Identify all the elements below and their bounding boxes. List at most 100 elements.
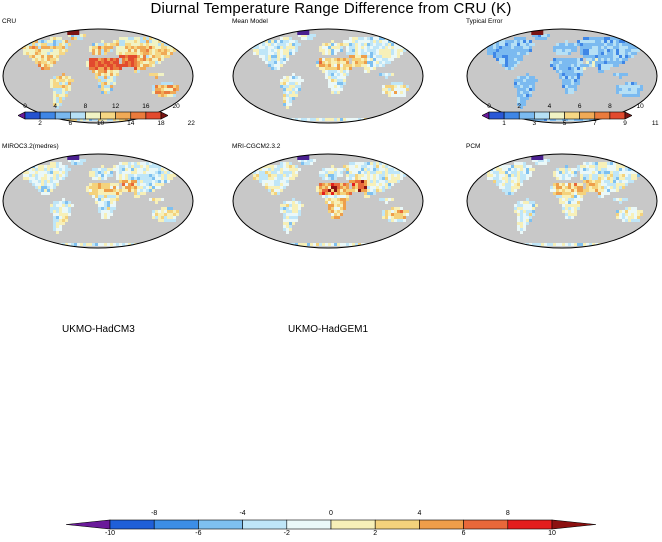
colorbar-segment (374, 519, 420, 530)
colorbar-segment (594, 111, 611, 120)
colorbar-tick-label: 2 (373, 530, 378, 537)
panel-label: Typical Error (466, 18, 503, 25)
colorbar-tick-label: 9 (623, 120, 627, 127)
colorbar-cru: 0 4 8 12 16 20 2 6 10 14 18 22 (18, 103, 195, 134)
colorbar-tick-label: 6 (461, 530, 466, 537)
colorbar-graphic (66, 519, 596, 530)
colorbar-segment (534, 111, 550, 120)
colorbar-tick-label: 0 (487, 103, 491, 110)
colorbar-segment (507, 519, 553, 530)
colorbar-tick-label: 7 (592, 120, 597, 127)
map-graphic (232, 28, 424, 124)
world-map (466, 153, 658, 249)
colorbar-tick-label: 20 (172, 103, 180, 110)
colorbar-segment (198, 519, 243, 530)
panel-label: MIROC3.2(medres) (2, 143, 59, 150)
colorbar-segment (24, 111, 41, 120)
colorbar-tick-label: 4 (417, 510, 422, 517)
colorbar-tick-label: 2 (38, 120, 42, 127)
panel-label: MRI-CGCM2.3.2 (232, 143, 281, 150)
greenland-patch (297, 154, 310, 160)
colorbar-segment (286, 519, 332, 530)
colorbar-segment (579, 111, 596, 120)
colorbar-tick-label: -2 (283, 530, 290, 537)
colorbar-segment (419, 519, 464, 530)
colorbar-tick-label: -4 (239, 510, 246, 517)
colorbar-tick-label: 12 (112, 103, 120, 110)
colorbar-tick-label: 6 (68, 120, 73, 127)
colorbar-tick-label: 0 (23, 103, 27, 110)
colorbar-segment (463, 519, 509, 530)
colorbar-max-arrow (551, 519, 596, 530)
map-outline (466, 153, 658, 249)
colorbar-tick-label: 18 (157, 120, 165, 127)
colorbar-max-arrow (624, 111, 632, 120)
colorbar-typical-error: 0 2 4 6 8 10 1 3 5 7 9 11 (482, 103, 659, 134)
colorbar-tick-label: 10 (548, 530, 556, 537)
colorbar-tick-label: 5 (562, 120, 567, 127)
map-outline (466, 28, 658, 124)
colorbar-tick-label: 2 (517, 103, 522, 110)
world-map (2, 28, 194, 124)
panel-label: PCM (466, 143, 481, 150)
world-map (232, 153, 424, 249)
colorbar-segment (242, 519, 288, 530)
colorbar-tick-label: 8 (608, 103, 612, 110)
colorbar-min-arrow (18, 111, 26, 120)
colorbar-tick-label: 0 (329, 510, 333, 517)
colorbar-tick-label: -10 (104, 530, 116, 537)
colorbar-max-arrow (160, 111, 168, 120)
colorbar-min-arrow (482, 111, 490, 120)
colorbar-segment (39, 111, 56, 120)
greenland-patch (67, 154, 80, 160)
empty-panel-label: UKMO-HadGEM1 (288, 324, 369, 335)
map-outline (2, 153, 194, 249)
map-graphic (2, 153, 194, 249)
colorbar-segment (85, 111, 101, 120)
colorbar-segment (54, 111, 71, 120)
figure-title: Diurnal Temperature Range Difference fro… (150, 0, 512, 17)
colorbar-tick-label: 8 (505, 510, 510, 517)
colorbar-segment (518, 111, 535, 120)
colorbar-tick-label: 4 (547, 103, 552, 110)
colorbar-tick-label: 11 (651, 120, 659, 127)
colorbar-segment (115, 111, 132, 120)
colorbar-tick-label: 10 (96, 120, 105, 127)
map-graphic (2, 28, 194, 124)
colorbar-tick-label: 3 (532, 120, 537, 127)
colorbar-segment (549, 111, 565, 120)
colorbar-segment (109, 519, 155, 530)
colorbar-segment (609, 111, 626, 120)
map-outline (2, 28, 194, 124)
colorbar-tick-label: 14 (127, 120, 135, 127)
map-graphic (466, 28, 658, 124)
colorbar-segment (153, 519, 199, 530)
colorbar-segment (130, 111, 147, 120)
colorbar-tick-label: 8 (83, 103, 88, 110)
map-graphic (232, 153, 424, 249)
greenland-patch (531, 154, 544, 160)
map-graphic (466, 153, 658, 249)
colorbar-segment (488, 111, 505, 120)
colorbar-tick-label: 4 (53, 103, 58, 110)
empty-panel-label: UKMO-HadCM3 (62, 324, 135, 335)
world-map (232, 28, 424, 124)
colorbar-segment (330, 519, 376, 530)
colorbar-segment (564, 111, 580, 120)
greenland-patch (67, 29, 80, 35)
colorbar-tick-label: 10 (636, 103, 644, 110)
colorbar-tick-label: -6 (195, 530, 202, 537)
panel-label: CRU (2, 18, 17, 25)
panel-label: Mean Model (232, 18, 268, 25)
colorbar-tick-label: 22 (187, 120, 195, 127)
colorbar-min-arrow (66, 519, 111, 530)
colorbar-tick-label: -8 (151, 510, 158, 517)
colorbar-segment (145, 111, 162, 120)
colorbar-tick-label: 1 (502, 120, 506, 127)
colorbar-tick-label: 16 (142, 103, 150, 110)
colorbar-segment (503, 111, 520, 120)
map-outline (232, 28, 424, 124)
map-outline (232, 153, 424, 249)
colorbar-graphic (482, 111, 632, 120)
colorbar-tick-label: 6 (577, 103, 582, 110)
